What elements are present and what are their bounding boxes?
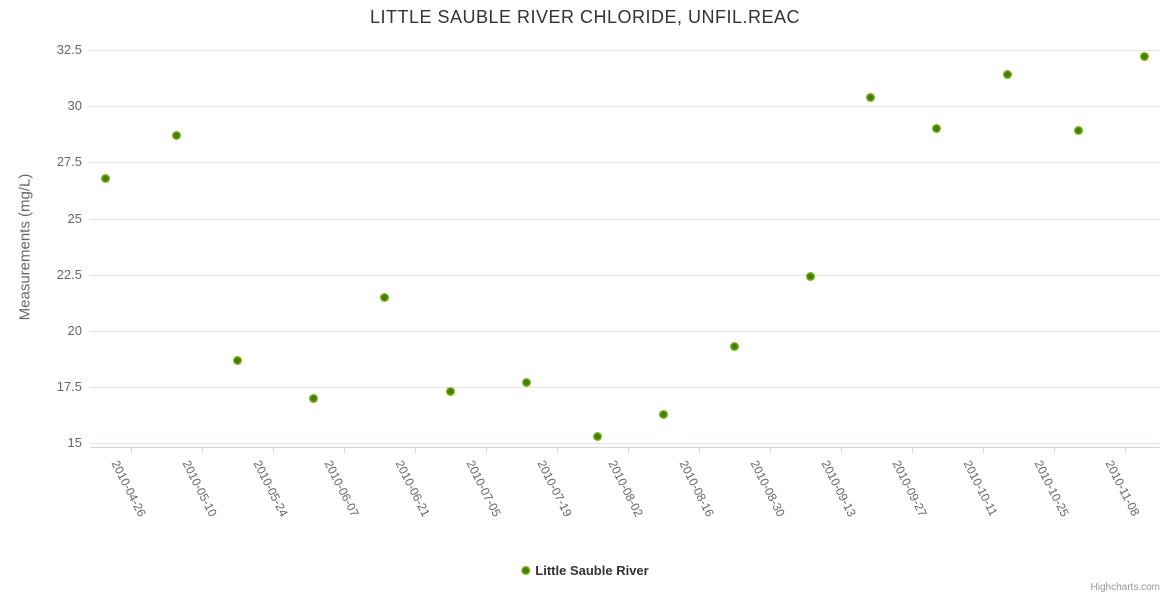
data-point[interactable] — [866, 92, 876, 102]
x-axis-tick — [698, 448, 700, 453]
x-axis-tick-label: 2010-06-07 — [321, 458, 362, 520]
x-axis-line — [90, 447, 1160, 448]
x-axis-tick — [840, 448, 842, 453]
data-point[interactable] — [592, 432, 602, 442]
y-gridline — [90, 330, 1160, 332]
x-axis-tick-label: 2010-10-11 — [960, 458, 1000, 519]
y-axis-tick-label: 22.5 — [56, 266, 82, 282]
data-point[interactable] — [932, 124, 942, 134]
y-gridline — [90, 274, 1160, 276]
x-axis-tick — [982, 448, 984, 453]
x-axis-tick-label: 2010-08-02 — [605, 458, 646, 520]
data-point[interactable] — [1140, 52, 1150, 62]
data-point[interactable] — [658, 409, 668, 419]
y-axis-tick-label: 17.5 — [56, 379, 82, 395]
y-gridline — [90, 443, 1160, 445]
x-axis-tick — [201, 448, 203, 453]
y-axis-tick-label: 27.5 — [56, 154, 82, 170]
x-axis-tick-label: 2010-07-05 — [463, 458, 504, 520]
y-gridline — [90, 106, 1160, 108]
data-point[interactable] — [805, 272, 815, 282]
data-point[interactable] — [171, 130, 181, 140]
data-point[interactable] — [232, 355, 242, 365]
legend-label: Little Sauble River — [535, 563, 649, 578]
data-point[interactable] — [100, 173, 110, 183]
x-axis-tick — [769, 448, 771, 453]
y-gridline — [90, 50, 1160, 51]
y-axis-tick-label: 20 — [67, 322, 82, 338]
y-axis-title: Measurements (mg/L) — [16, 173, 34, 321]
y-gridline — [90, 218, 1160, 220]
x-axis-tick-label: 2010-04-26 — [108, 458, 149, 520]
plot-area — [90, 50, 1160, 447]
data-point[interactable] — [308, 393, 318, 403]
legend-item[interactable]: Little Sauble River — [521, 563, 649, 578]
x-axis-tick — [130, 448, 132, 453]
y-gridline — [90, 162, 1160, 164]
data-point[interactable] — [445, 387, 455, 397]
y-axis-tick-label: 15 — [67, 435, 82, 451]
y-axis-tick-label: 32.5 — [56, 42, 82, 57]
y-axis-tick-label: 25 — [67, 210, 82, 226]
data-point[interactable] — [1003, 70, 1013, 80]
x-axis-tick-label: 2010-10-25 — [1031, 458, 1072, 520]
x-axis-tick — [485, 448, 487, 453]
x-axis-tick-label: 2010-05-24 — [250, 458, 291, 520]
x-axis-tick — [272, 448, 274, 453]
x-axis-tick-label: 2010-11-08 — [1102, 458, 1142, 519]
x-axis-tick-label: 2010-08-16 — [676, 458, 717, 520]
x-axis-tick — [1124, 448, 1126, 453]
x-axis-tick — [1053, 448, 1055, 453]
highcharts-credit-link[interactable]: Highcharts.com — [1090, 582, 1160, 593]
data-point[interactable] — [521, 378, 531, 388]
data-point[interactable] — [1074, 126, 1084, 136]
data-point[interactable] — [379, 292, 389, 302]
data-point[interactable] — [729, 342, 739, 352]
x-axis-tick — [556, 448, 558, 453]
x-axis-tick — [627, 448, 629, 453]
x-axis-tick-label: 2010-07-19 — [534, 458, 575, 520]
x-axis-tick-label: 2010-09-13 — [818, 458, 859, 520]
y-gridline — [90, 387, 1160, 389]
x-axis-tick-label: 2010-06-21 — [392, 458, 433, 520]
x-axis-tick-label: 2010-05-10 — [179, 458, 220, 520]
x-axis-tick — [343, 448, 345, 453]
chart-title: LITTLE SAUBLE RIVER CHLORIDE, UNFIL.REAC — [369, 7, 801, 27]
x-axis-tick — [911, 448, 913, 453]
series-marker-icon — [521, 566, 531, 575]
y-axis-tick-label: 30 — [67, 98, 82, 114]
x-axis-tick-label: 2010-08-30 — [747, 458, 788, 520]
x-axis-tick — [414, 448, 416, 453]
x-axis-tick-label: 2010-09-27 — [889, 458, 930, 520]
